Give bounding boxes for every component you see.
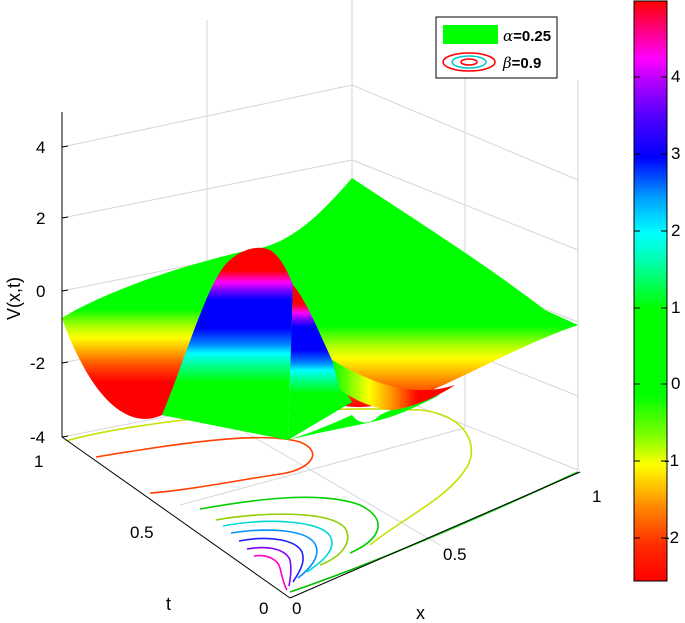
colorbar-tick-label: 0 <box>671 374 680 393</box>
z-tick-label: -2 <box>30 354 45 373</box>
t-axis-title: t <box>166 594 171 614</box>
contour-line <box>246 546 292 587</box>
colorbar-fill <box>633 0 668 582</box>
z-tick-label: 4 <box>36 138 45 157</box>
z-tick-labels: 4 2 0 -2 -4 <box>30 138 45 447</box>
x-tick-labels: 0 0.5 1 <box>292 487 601 618</box>
z-tick <box>61 216 69 219</box>
grid-z-2-left <box>61 159 353 219</box>
surface-left-trough <box>62 250 250 419</box>
z-axis-title: V(x,t) <box>4 277 24 320</box>
colorbar: 4 3 2 1 0 -1 -2 <box>633 0 680 582</box>
colorbar-tick-label: 3 <box>671 144 680 163</box>
colorbar-tick-label: 4 <box>671 67 680 86</box>
z-tick <box>61 361 69 364</box>
surface <box>62 178 578 440</box>
colorbar-tick-label: 1 <box>671 298 680 317</box>
legend-swatch-surface <box>443 25 498 44</box>
legend-symbol: α <box>503 27 513 45</box>
contour-line <box>95 436 314 494</box>
z-tick <box>61 145 69 148</box>
z-tick-label: -4 <box>30 428 45 447</box>
t-tick-label: 0.5 <box>130 523 154 542</box>
contour-line <box>65 408 473 546</box>
contour-line <box>215 513 349 566</box>
t-tick-label: 0 <box>259 599 268 618</box>
x-tick-label: 0.5 <box>443 545 467 564</box>
t-tick-labels: 1 0.5 0 <box>34 452 268 618</box>
legend-value: =0.25 <box>513 28 551 45</box>
grid-z-2-right <box>351 159 579 251</box>
contour-line <box>289 471 579 593</box>
surface-front-skirt <box>162 395 440 440</box>
surface-peak-front <box>162 247 293 440</box>
z-tick <box>61 435 69 438</box>
legend-value: =0.9 <box>512 55 542 72</box>
colorbar-tick-label: -2 <box>664 528 679 547</box>
contour-line <box>230 529 318 579</box>
x-tick-label: 1 <box>592 487 601 506</box>
grid-floor-t-half <box>179 427 466 506</box>
legend: α=0.25 β=0.9 <box>435 16 558 79</box>
legend-label-alpha: α=0.25 <box>503 27 551 45</box>
surface-ridge <box>332 360 455 410</box>
x-tick-label: 0 <box>292 599 301 618</box>
z-tick <box>61 289 69 292</box>
z-tick-label: 2 <box>36 209 45 228</box>
contour-line <box>199 496 379 554</box>
colorbar-tick-label: 2 <box>671 221 680 240</box>
contour-lines <box>65 408 579 593</box>
x-axis-title: x <box>416 603 425 623</box>
legend-swatch-contour <box>442 52 496 72</box>
front-axes <box>61 112 581 599</box>
z-tick-label: 0 <box>36 282 45 301</box>
surface-right-flank <box>290 245 578 407</box>
contour-line <box>253 554 288 591</box>
grid-z-4-right <box>351 84 579 181</box>
grid-z-4-left <box>61 84 353 148</box>
legend-symbol: β <box>502 54 512 72</box>
surface-peak-slope <box>288 285 352 440</box>
contour-line <box>238 537 304 583</box>
t-tick-label: 1 <box>34 452 43 471</box>
t-axis-line <box>61 436 291 599</box>
x-axis-line <box>289 471 581 599</box>
colorbar-ticks <box>634 76 667 539</box>
colorbar-tick-label: -1 <box>664 451 679 470</box>
legend-label-beta: β=0.9 <box>502 54 541 72</box>
contour-line <box>222 520 333 573</box>
